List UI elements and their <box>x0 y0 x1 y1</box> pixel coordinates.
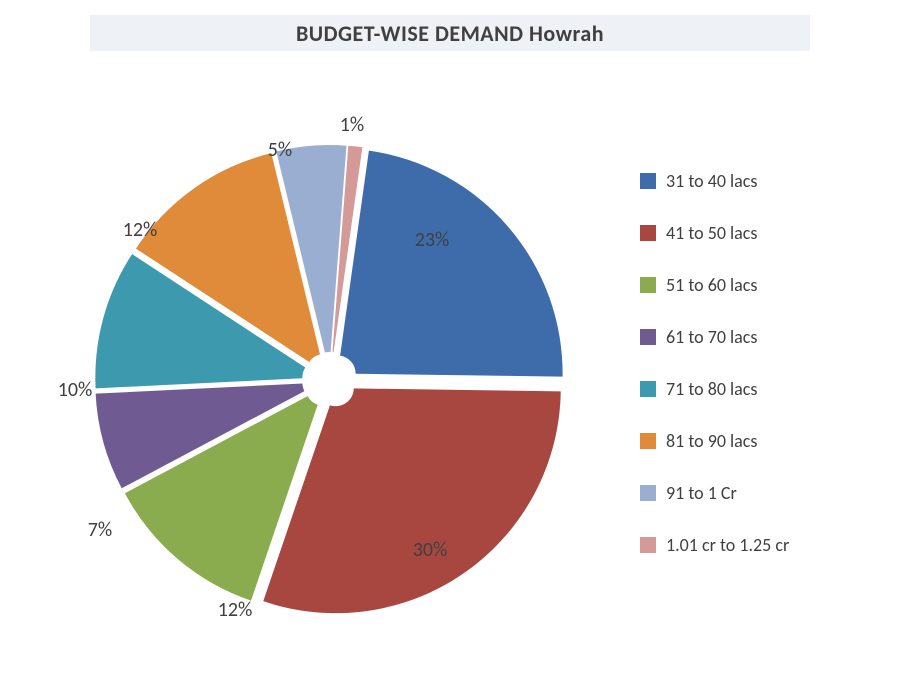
pie-slice <box>340 151 562 377</box>
legend-label: 71 to 80 lacs <box>666 378 757 400</box>
legend-swatch <box>640 173 656 189</box>
legend-swatch <box>640 277 656 293</box>
legend-swatch <box>640 329 656 345</box>
chart-title-bar: BUDGET-WISE DEMAND Howrah <box>90 15 810 51</box>
legend-swatch <box>640 381 656 397</box>
legend-item: 81 to 90 lacs <box>640 430 890 452</box>
legend-item: 91 to 1 Cr <box>640 482 890 504</box>
slice-label: 7% <box>88 518 112 542</box>
legend-label: 1.01 cr to 1.25 cr <box>666 534 789 556</box>
legend-swatch <box>640 433 656 449</box>
pie-svg <box>0 70 620 670</box>
legend-item: 51 to 60 lacs <box>640 274 890 296</box>
pie-chart: 23% 30% 12% 7% 10% 12% 5% 1% <box>0 70 620 670</box>
legend-label: 91 to 1 Cr <box>666 482 737 504</box>
legend-swatch <box>640 485 656 501</box>
slice-label: 10% <box>58 378 93 402</box>
legend-label: 31 to 40 lacs <box>666 170 757 192</box>
legend-item: 71 to 80 lacs <box>640 378 890 400</box>
legend: 31 to 40 lacs 41 to 50 lacs 51 to 60 lacs 6… <box>640 170 890 586</box>
legend-label: 51 to 60 lacs <box>666 274 757 296</box>
legend-label: 41 to 50 lacs <box>666 222 757 244</box>
legend-swatch <box>640 537 656 553</box>
legend-item: 1.01 cr to 1.25 cr <box>640 534 890 556</box>
chart-title: BUDGET-WISE DEMAND Howrah <box>296 20 604 47</box>
slice-label: 12% <box>123 218 158 242</box>
legend-item: 61 to 70 lacs <box>640 326 890 348</box>
legend-swatch <box>640 225 656 241</box>
legend-item: 31 to 40 lacs <box>640 170 890 192</box>
slice-label: 30% <box>413 538 448 562</box>
slice-label: 23% <box>415 228 450 252</box>
legend-item: 41 to 50 lacs <box>640 222 890 244</box>
slice-label: 12% <box>218 598 253 622</box>
legend-label: 81 to 90 lacs <box>666 430 757 452</box>
slice-label: 1% <box>340 113 364 137</box>
legend-label: 61 to 70 lacs <box>666 326 757 348</box>
slice-label: 5% <box>268 138 292 162</box>
